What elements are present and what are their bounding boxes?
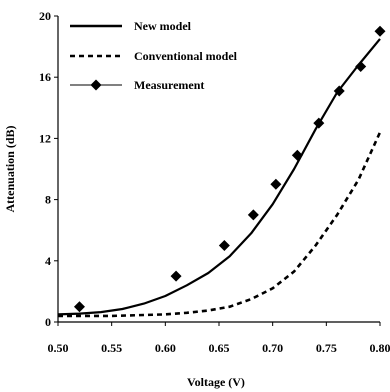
x-tick-label: 0.70 xyxy=(262,341,283,355)
x-tick-label: 0.55 xyxy=(101,341,122,355)
measurement-point xyxy=(333,85,345,97)
y-tick-label: 8 xyxy=(45,193,51,207)
y-axis-label: Attenuation (dB) xyxy=(3,125,17,212)
measurement-point xyxy=(355,60,367,72)
y-axis-ticks: 0 4 8 12 16 20 xyxy=(39,9,58,329)
legend-marker-measurement xyxy=(90,79,102,91)
new-model-line xyxy=(57,38,381,316)
measurement-point xyxy=(247,209,259,221)
measurement-point xyxy=(374,25,386,37)
x-tick-label: 0.75 xyxy=(316,341,337,355)
measurement-point xyxy=(270,178,282,190)
y-tick-label: 4 xyxy=(45,254,51,268)
measurement-point xyxy=(170,270,182,282)
measurement-point xyxy=(218,240,230,251)
measurement-point xyxy=(73,301,85,313)
x-axis-label: Voltage (V) xyxy=(187,375,245,389)
y-tick-label: 16 xyxy=(39,70,51,84)
y-tick-label: 12 xyxy=(39,131,51,145)
y-tick-label: 0 xyxy=(45,315,51,329)
legend-label: Measurement xyxy=(134,78,204,92)
legend-label: New model xyxy=(134,19,192,33)
measurement-points xyxy=(73,25,386,313)
measurement-point xyxy=(291,149,303,161)
x-tick-label: 0.50 xyxy=(48,341,69,355)
x-axis-ticks: 0.50 0.55 0.60 0.65 0.70 0.75 0.80 xyxy=(48,322,390,355)
y-tick-label: 20 xyxy=(39,9,51,23)
measurement-point xyxy=(313,117,325,129)
x-tick-label: 0.60 xyxy=(155,341,176,355)
x-tick-label: 0.65 xyxy=(209,341,230,355)
series-layer xyxy=(57,25,386,318)
legend: New model Conventional model Measurement xyxy=(70,19,238,92)
x-tick-label: 0.80 xyxy=(370,341,390,355)
conventional-model-line xyxy=(58,131,382,318)
legend-label: Conventional model xyxy=(134,49,238,63)
